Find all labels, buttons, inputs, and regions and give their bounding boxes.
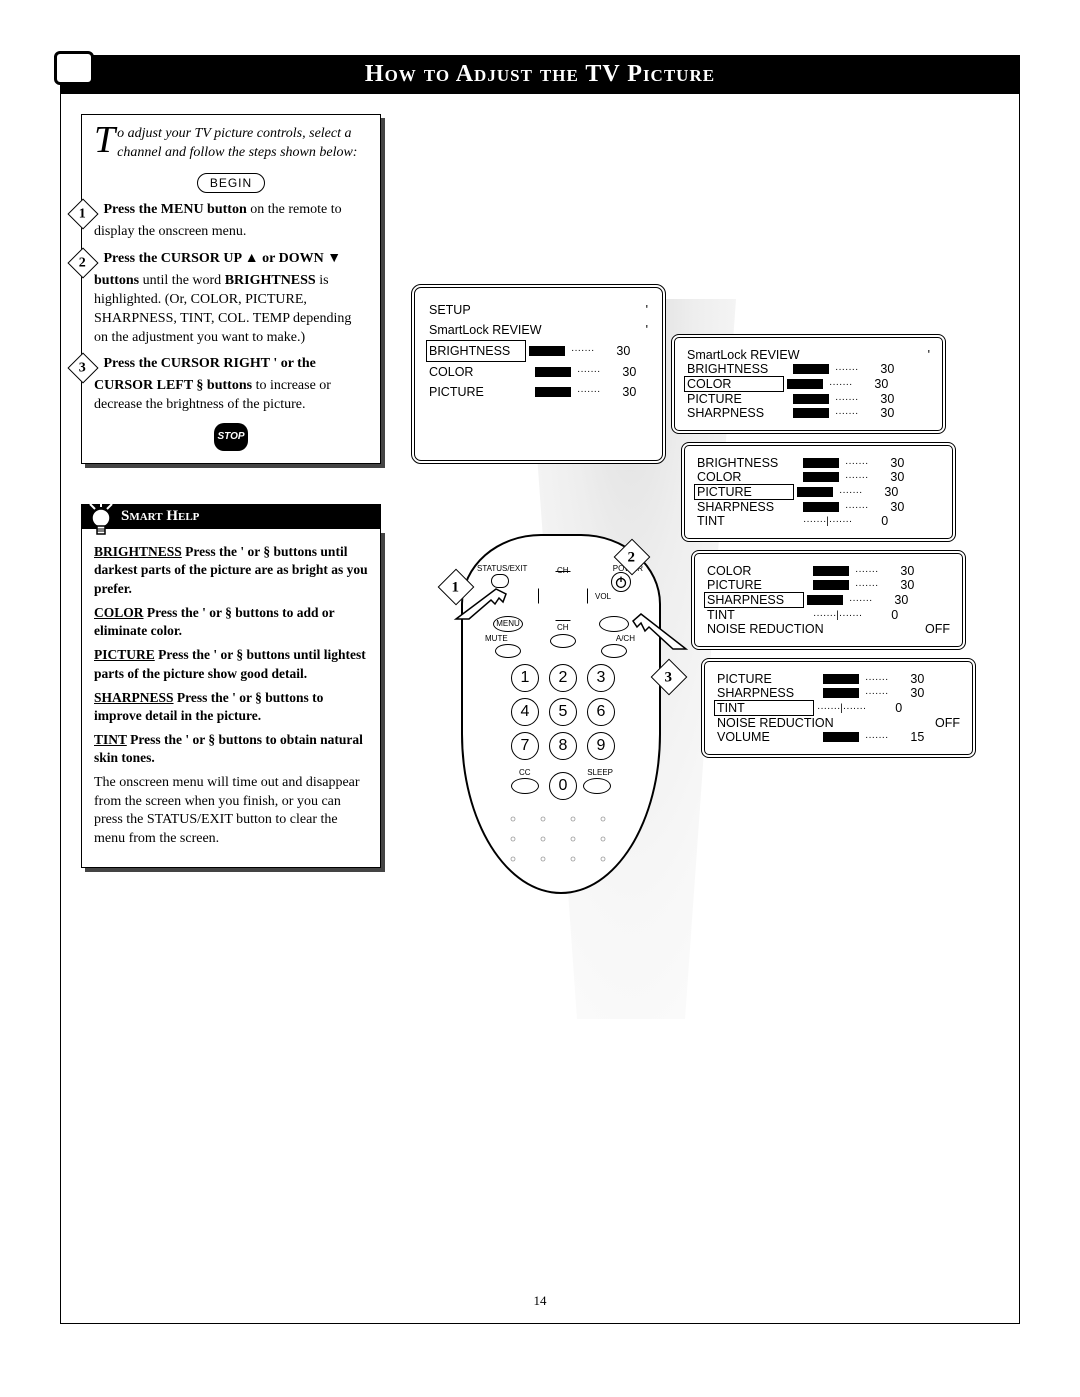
num-3-button[interactable]: 3 [587, 664, 615, 692]
page-number: 14 [61, 1293, 1019, 1309]
osd-panel-0: SmartLock REVIEW'BRIGHTNESS·······30COLO… [671, 334, 946, 434]
remote-lower-dots [493, 811, 629, 872]
dpad[interactable] [538, 571, 588, 621]
mute-button[interactable] [495, 644, 521, 658]
dropcap: T [94, 125, 117, 155]
cc-button[interactable] [511, 778, 539, 794]
instructions-box: T o adjust your TV picture controls, sel… [81, 114, 381, 464]
remote-control: STATUS/EXIT POWER CH VOL CH MENU MUTE A/… [461, 534, 661, 894]
intro-text-2: the steps shown below: [228, 145, 358, 160]
num-5-button[interactable]: 5 [549, 698, 577, 726]
num-6-button[interactable]: 6 [587, 698, 615, 726]
smart-help-box: Smart Help BRIGHTNESS Press the ' or § b… [81, 504, 381, 868]
smart-help-header: Smart Help [81, 504, 381, 529]
page-title-bar: How to Adjust the TV Picture [60, 55, 1020, 94]
content-frame: T o adjust your TV picture controls, sel… [60, 94, 1020, 1324]
page-title: How to Adjust the TV Picture [365, 61, 715, 87]
num-8-button[interactable]: 8 [549, 732, 577, 760]
ch-down-button[interactable] [550, 634, 576, 648]
begin-badge: BEGIN [197, 173, 265, 193]
num-0-button[interactable]: 0 [549, 772, 577, 800]
osd-panel-1: BRIGHTNESS·······30COLOR·······30PICTURE… [681, 442, 956, 542]
num-1-button[interactable]: 1 [511, 664, 539, 692]
stop-badge: STOP [214, 423, 248, 451]
osd-panel-3: PICTURE·······30SHARPNESS·······30TINT··… [701, 658, 976, 758]
num-4-button[interactable]: 4 [511, 698, 539, 726]
sleep-button[interactable] [583, 778, 611, 794]
tv-screen: SETUP'SmartLock REVIEW'BRIGHTNESS·······… [411, 284, 666, 464]
step-1-lead: Press the MENU button [104, 202, 247, 217]
lightbulb-icon [87, 500, 115, 538]
smart-help-footer: The onscreen menu will time out and disa… [94, 774, 368, 850]
num-7-button[interactable]: 7 [511, 732, 539, 760]
tv-icon [54, 51, 94, 85]
osd-panel-2: COLOR·······30PICTURE·······30SHARPNESS·… [691, 550, 966, 650]
num-9-button[interactable]: 9 [587, 732, 615, 760]
num-2-button[interactable]: 2 [549, 664, 577, 692]
